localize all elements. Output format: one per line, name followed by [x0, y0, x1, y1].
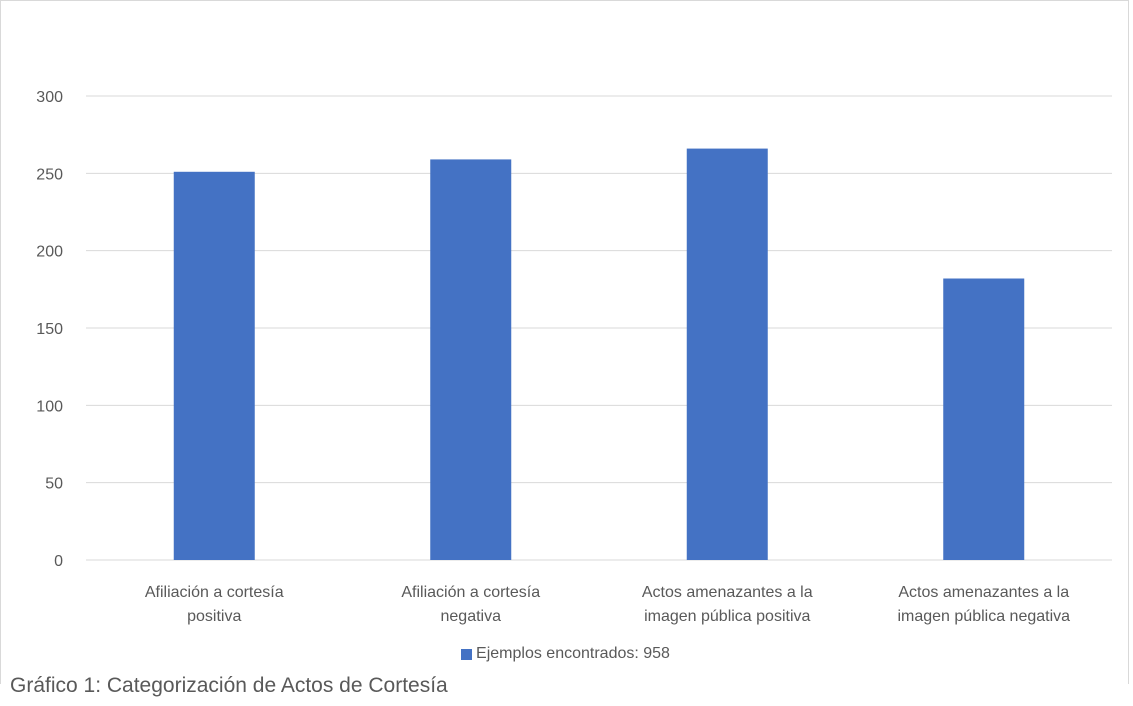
y-tick-label: 100	[36, 398, 63, 415]
y-tick-label: 0	[54, 553, 63, 570]
bars	[173, 148, 1025, 560]
x-tick-label: Actos amenazantes a la imagen pública neg…	[897, 584, 1070, 625]
y-tick-label: 150	[36, 321, 63, 338]
y-tick-label: 200	[36, 244, 63, 261]
figure-caption: Gráfico 1: Categorización de Actos de Co…	[10, 674, 448, 697]
x-axis-labels: Afiliación a cortesía positiva Afiliación …	[145, 584, 1070, 625]
x-tick-label: Afiliación a cortesía negativa	[401, 584, 540, 625]
x-tick-label: Afiliación a cortesía positiva	[145, 584, 284, 625]
y-tick-label: 50	[45, 476, 63, 493]
bar-chart: 0 50 100 150 200 250 300 Afiliación a cortesía…	[36, 89, 1112, 625]
y-tick-label: 300	[36, 89, 63, 106]
chart-area: 0 50 100 150 200 250 300 Afiliación a cortesía…	[0, 0, 1129, 684]
legend-item: Ejemplos encontrados: 958	[461, 645, 670, 663]
x-tick-label: Actos amenazantes a la imagen pública pos…	[642, 584, 813, 625]
legend-label: Ejemplos encontrados: 958	[476, 645, 670, 662]
bar	[943, 278, 1025, 560]
y-tick-label: 250	[36, 166, 63, 183]
bar	[173, 171, 255, 560]
bar	[686, 148, 768, 560]
legend: Ejemplos encontrados: 958	[1, 641, 1130, 667]
legend-swatch	[461, 648, 473, 660]
bar	[430, 159, 512, 560]
gridlines	[86, 95, 1112, 561]
y-axis-ticks: 0 50 100 150 200 250 300	[36, 89, 63, 570]
